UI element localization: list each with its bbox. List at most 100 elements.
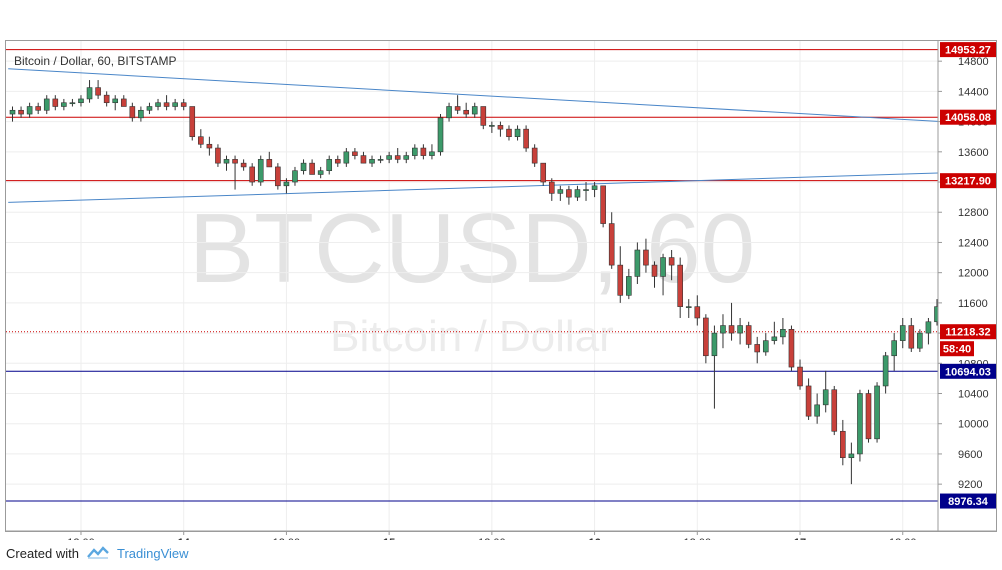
candle-body [360,155,367,164]
candle [814,393,820,424]
candle [180,98,187,111]
candle [61,98,67,111]
candle-body [857,393,863,455]
candle-body [52,98,59,107]
candle [343,148,350,167]
y-tick-label: 14400 [958,86,989,98]
candle [198,129,204,149]
candle-body [917,332,923,349]
candle [668,250,675,281]
x-tick-label: 12:00 [67,537,95,540]
candle [660,253,666,296]
price-chart[interactable]: BTCUSD, 60 Bitcoin / Dollar 9200 9600 1000… [0,0,1002,540]
candle-body [848,453,855,459]
candle [822,370,829,413]
price-label-text: 14058.08 [945,112,991,124]
candle-body [257,159,264,183]
candle [771,321,778,345]
chart-title: Bitcoin / Dollar, 60, BITSTAMP [14,54,177,68]
y-tick-label: 13600 [958,147,989,159]
candle [626,268,632,300]
candle-body [377,159,384,161]
candle-body [489,125,495,127]
price-label-text: 10694.03 [945,366,991,378]
candle-body [454,106,461,111]
candle [155,98,161,111]
x-tick-label: 12:00 [273,537,301,540]
candle [643,238,649,273]
candle [386,151,392,164]
candles[interactable] [9,80,999,485]
candle [548,178,555,201]
candle-body [899,325,906,341]
candle [275,163,281,190]
candle [737,317,743,345]
candle [583,182,589,201]
candle-body [232,159,238,164]
candle [891,333,897,371]
x-tick-label: 17 [794,537,806,540]
candle [728,302,735,341]
candle [651,261,658,288]
candle-body [548,181,555,194]
candle-body [711,332,718,357]
candle-body [369,159,375,164]
candle-body [797,366,803,387]
candle-body [18,109,24,115]
candle-body [215,147,221,164]
candle [369,155,375,167]
candle [497,121,504,137]
price-label: 10694.03 [940,363,996,379]
candle-body [814,404,820,417]
candle-body [831,389,838,432]
candle-body [275,166,281,187]
candle [463,102,469,118]
axes: 9200960010000104001080011200116001200012… [6,41,996,540]
candle-body [780,329,786,338]
candle-body [69,102,76,105]
candle [694,295,701,326]
candle-body [9,109,16,115]
footer: Created with TradingView [6,544,189,562]
candle-body [86,87,93,100]
candle-body [703,317,709,357]
candle [43,95,50,115]
price-label-text: 11218.32 [945,327,990,339]
candle-body [608,223,615,266]
countdown-box [940,341,974,357]
candle [437,114,444,156]
candle [600,185,606,228]
y-tick-label: 9200 [958,479,982,491]
candle [112,95,119,111]
candle-body [840,430,846,459]
countdown-label: 58:40 [940,341,974,357]
candle [754,336,761,364]
candle-body [574,189,581,198]
candle [617,246,624,303]
candle [788,325,795,371]
price-label: 13217.90 [940,173,996,189]
candle-body [61,102,67,107]
candle [917,329,923,352]
candle [908,317,915,352]
candle [634,242,641,284]
candle-body [180,102,187,107]
candle-body [643,249,649,266]
candle [240,159,247,171]
candle [420,144,427,160]
candle [745,321,752,349]
candle-body [437,117,444,153]
candle-body [523,128,529,149]
candle [403,151,410,164]
candle [103,91,110,107]
candle-body [240,162,247,168]
candle [360,151,367,164]
tradingview-link[interactable]: TradingView [116,545,189,561]
candle-body [249,166,255,183]
candle [300,159,307,175]
x-tick-label: 16 [588,537,600,540]
grid [6,41,938,531]
candle-body [266,159,273,168]
y-tick-label: 14800 [958,56,989,68]
candle-body [634,249,641,277]
